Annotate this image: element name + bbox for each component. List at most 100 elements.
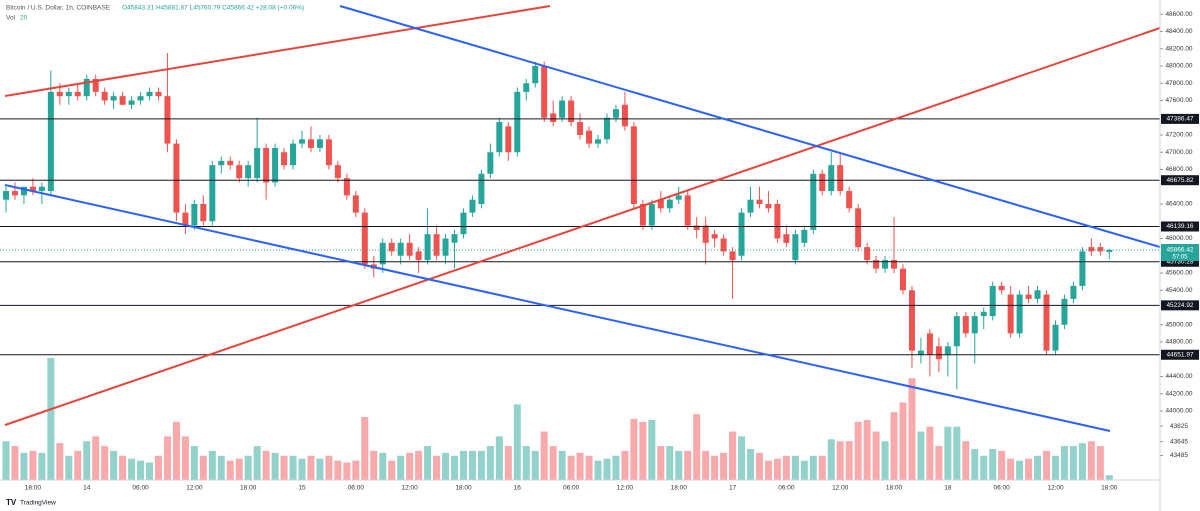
candle-body (460, 212, 467, 235)
candle-body (245, 165, 252, 179)
candle-body (164, 96, 171, 144)
volume-bar (47, 357, 55, 480)
volume-bar (818, 455, 826, 480)
y-tick-label: 47600.00 (1165, 97, 1192, 104)
volume-bar (181, 436, 189, 480)
trend-line (4, 27, 1161, 426)
candle-body (424, 234, 431, 261)
last-price-label: 45866.42 (1166, 247, 1193, 254)
x-tick-label: 14 (83, 485, 91, 492)
candle-body (307, 139, 314, 148)
volume-bar (343, 462, 351, 480)
volume-bar (576, 452, 584, 480)
volume-bar (648, 419, 656, 480)
x-tick-label: 06:00 (994, 485, 1011, 492)
candle-body (1034, 290, 1041, 299)
candle-body (953, 316, 960, 347)
volume-bar (334, 460, 342, 480)
volume-bar (738, 436, 746, 480)
candle-body (568, 100, 575, 123)
candle-body (110, 96, 117, 101)
y-tick-label: 47200.00 (1165, 132, 1192, 139)
volume-bar (540, 431, 548, 480)
trend-line (339, 5, 1161, 248)
x-tick-label: 18:00 (671, 485, 688, 492)
volume-bar (262, 450, 270, 480)
candle-body (397, 242, 404, 256)
y-tick-label: 45000.00 (1165, 321, 1192, 328)
candle-body (1079, 251, 1086, 286)
volume-bar (1069, 446, 1077, 480)
level-label-box (1161, 113, 1199, 124)
candle-body (792, 234, 799, 261)
candle-body (200, 203, 207, 222)
volume-bar (630, 418, 638, 480)
candle-body (711, 234, 718, 239)
x-tick-label: 12:00 (832, 485, 849, 492)
candle-body (855, 208, 862, 248)
candle-body (514, 91, 521, 153)
volume-bar (809, 455, 817, 480)
candle-body (299, 139, 306, 144)
volume-bar (971, 448, 979, 480)
candle-body (334, 165, 341, 179)
volume-bar (388, 460, 396, 480)
volume-bar (415, 450, 423, 480)
volume-bar (477, 450, 485, 480)
volume-bar (217, 455, 225, 480)
x-tick-label: 06:00 (778, 485, 795, 492)
candle-body (128, 100, 135, 105)
volume-bar (235, 458, 243, 480)
volume-bar (657, 446, 665, 480)
volume-bar (289, 455, 297, 480)
candle-body (657, 199, 664, 209)
candle-body (577, 122, 584, 135)
level-label: 46139.16 (1166, 223, 1193, 230)
candle-body (343, 178, 350, 196)
volume-bar (83, 441, 91, 480)
volume-bar (827, 439, 835, 480)
volume-bar (74, 450, 82, 480)
candle-body (218, 160, 225, 166)
volume-bar (2, 441, 10, 480)
candle-body (352, 195, 359, 213)
candle-body (74, 91, 81, 97)
volume-bar (370, 450, 378, 480)
candle-body (541, 65, 548, 118)
volume-bar (908, 378, 916, 480)
candle-body (281, 152, 288, 166)
ohlc-readout: O45843.31 H45881.87 L45760.79 C45866.42 … (122, 5, 304, 12)
volume-bar (594, 460, 602, 480)
volume-bar (128, 458, 136, 480)
volume-bar (1034, 455, 1042, 480)
candle-body (487, 152, 494, 174)
candle-body (702, 225, 709, 243)
candle-body (505, 126, 512, 153)
candle-body (729, 251, 736, 261)
candle-body (1070, 285, 1077, 299)
candle-body (908, 290, 915, 351)
volume-bar (917, 431, 925, 480)
volume-bar (253, 446, 261, 480)
volume-bar (755, 452, 763, 480)
y-tick-label: 44000.00 (1165, 408, 1192, 415)
volume-bar (137, 460, 145, 480)
candle-body (891, 260, 898, 269)
candle-body (209, 165, 216, 222)
level-label-box (1161, 256, 1199, 267)
volume-bar (11, 446, 19, 480)
candle-body (227, 160, 234, 166)
candle-body (630, 126, 637, 204)
candle-body (998, 285, 1005, 291)
y-tick-label: 48600.00 (1165, 11, 1192, 18)
volume-bar (146, 462, 154, 480)
candle-body (388, 242, 395, 252)
volume-bar (1016, 460, 1024, 480)
volume-bar (800, 460, 808, 480)
volume-bar (621, 450, 629, 480)
volume-bar (495, 436, 503, 480)
x-tick-label: 12:00 (402, 485, 419, 492)
candle-body (83, 78, 90, 97)
volume-bar (899, 402, 907, 480)
